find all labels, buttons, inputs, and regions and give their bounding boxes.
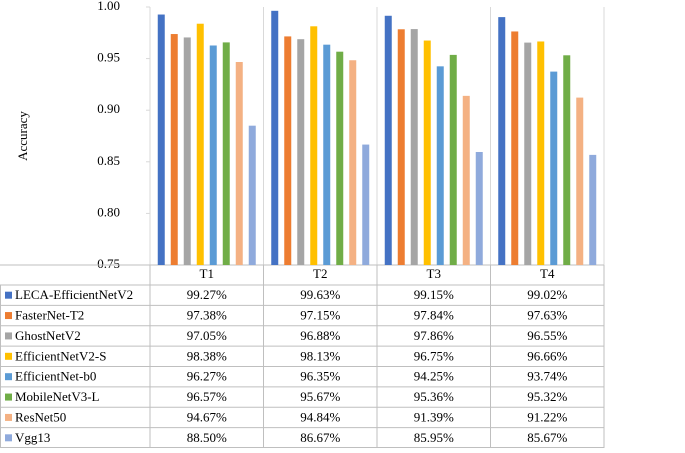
table-value: 94.84%	[300, 409, 340, 424]
table-value: 96.57%	[187, 389, 227, 404]
table-value: 96.75%	[414, 348, 454, 363]
legend-label: Vgg13	[15, 430, 50, 445]
legend-label: GhostNetV2	[15, 328, 81, 343]
table-value: 85.95%	[414, 430, 454, 445]
bar	[284, 36, 292, 265]
legend-swatch	[5, 413, 12, 421]
x-tick-label: T2	[313, 266, 327, 281]
bar	[563, 55, 571, 265]
bar	[297, 39, 305, 266]
legend-swatch	[5, 312, 12, 320]
legend-label: LECA-EfficientNetV2	[15, 287, 133, 302]
bar	[248, 125, 256, 266]
legend-swatch	[5, 352, 12, 360]
bar	[235, 62, 243, 265]
y-tick-label: 0.95	[97, 50, 120, 65]
bar	[384, 15, 392, 265]
bar	[349, 60, 357, 265]
table-value: 95.32%	[527, 389, 567, 404]
table-value: 96.88%	[300, 328, 340, 343]
legend-label: MobileNetV3-L	[15, 389, 100, 404]
table-value: 97.38%	[187, 308, 227, 323]
bar	[462, 95, 470, 266]
table-value: 95.36%	[414, 389, 454, 404]
legend-swatch	[5, 373, 12, 381]
table-value: 97.84%	[414, 308, 454, 323]
table-value: 91.22%	[527, 409, 567, 424]
table-value: 94.67%	[187, 409, 227, 424]
bar	[524, 42, 532, 265]
y-tick-label: 0.85	[97, 153, 120, 168]
table-value: 95.67%	[300, 389, 340, 404]
legend-swatch	[5, 291, 12, 299]
bar	[222, 42, 230, 265]
legend-label: EfficientNet-b0	[15, 369, 96, 384]
table-value: 97.15%	[300, 308, 340, 323]
bar	[271, 10, 279, 265]
bar	[537, 41, 545, 266]
bar	[397, 29, 405, 266]
bar	[423, 40, 431, 265]
bar	[362, 144, 370, 265]
y-tick-label: 1.00	[97, 0, 120, 13]
legend-label: FasterNet-T2	[15, 308, 84, 323]
table-value: 99.27%	[187, 287, 227, 302]
legend-swatch	[5, 434, 12, 442]
bar	[410, 29, 418, 265]
table-value: 99.02%	[527, 287, 567, 302]
table-value: 96.27%	[187, 369, 227, 384]
table-value: 96.35%	[300, 369, 340, 384]
bar	[157, 14, 165, 265]
bar	[589, 154, 597, 265]
table-value: 96.66%	[527, 348, 567, 363]
table-value: 97.05%	[187, 328, 227, 343]
legend-label: ResNet50	[15, 409, 66, 424]
table-value: 88.50%	[187, 430, 227, 445]
bar	[498, 17, 506, 265]
table-value: 97.86%	[414, 328, 454, 343]
table-value: 99.15%	[414, 287, 454, 302]
bar	[449, 54, 457, 266]
bar	[183, 37, 191, 265]
table-value: 99.63%	[300, 287, 340, 302]
bar	[336, 51, 344, 265]
table-value: 85.67%	[527, 430, 567, 445]
y-tick-label: 0.80	[97, 204, 120, 219]
table-value: 94.25%	[414, 369, 454, 384]
bar	[550, 71, 558, 265]
bar	[310, 26, 318, 265]
bar	[436, 66, 444, 265]
table-value: 91.39%	[414, 409, 454, 424]
x-tick-label: T4	[540, 266, 555, 281]
table-value: 98.13%	[300, 348, 340, 363]
table-value: 86.67%	[300, 430, 340, 445]
x-tick-label: T1	[200, 266, 214, 281]
y-tick-label: 0.75	[97, 256, 120, 271]
x-tick-label: T3	[427, 266, 441, 281]
bar	[209, 45, 217, 266]
bar	[511, 31, 519, 265]
bar	[196, 23, 204, 265]
bar	[323, 44, 331, 265]
table-value: 93.74%	[527, 369, 567, 384]
y-axis-title: Accuracy	[15, 111, 30, 161]
table-value: 96.55%	[527, 328, 567, 343]
legend-label: EfficientNetV2-S	[15, 348, 106, 363]
bar	[170, 34, 178, 266]
legend-swatch	[5, 332, 12, 340]
table-value: 97.63%	[527, 308, 567, 323]
table-value: 98.38%	[187, 348, 227, 363]
bar	[576, 97, 584, 266]
legend-swatch	[5, 393, 12, 401]
bar	[475, 151, 483, 265]
y-tick-label: 0.90	[97, 101, 120, 116]
